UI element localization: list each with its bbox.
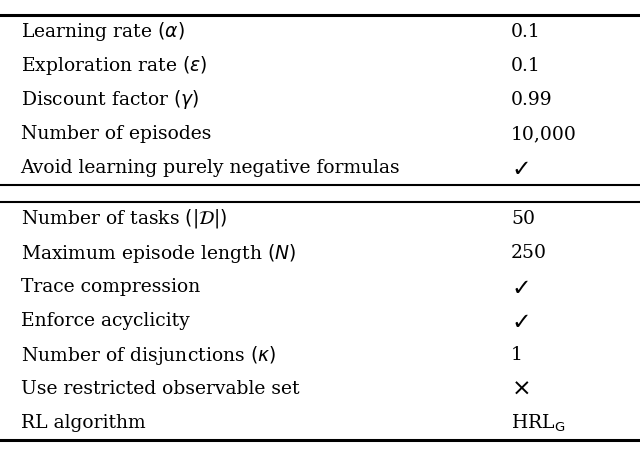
Text: $\checkmark$: $\checkmark$ — [511, 310, 529, 332]
Text: Learning rate $(\alpha)$: Learning rate $(\alpha)$ — [20, 20, 184, 44]
Text: Exploration rate $(\epsilon)$: Exploration rate $(\epsilon)$ — [20, 55, 207, 77]
Text: Discount factor $(\gamma)$: Discount factor $(\gamma)$ — [20, 88, 199, 111]
Text: Number of episodes: Number of episodes — [20, 125, 211, 143]
Text: 0.1: 0.1 — [511, 57, 541, 75]
Text: Maximum episode length $(N)$: Maximum episode length $(N)$ — [20, 242, 296, 264]
Text: Use restricted observable set: Use restricted observable set — [20, 380, 299, 398]
Text: HRL$_{\mathrm{G}}$: HRL$_{\mathrm{G}}$ — [511, 412, 565, 434]
Text: 0.1: 0.1 — [511, 23, 541, 41]
Text: Number of tasks $(|\mathcal{D}|)$: Number of tasks $(|\mathcal{D}|)$ — [20, 207, 227, 231]
Text: Number of disjunctions $(\kappa)$: Number of disjunctions $(\kappa)$ — [20, 344, 276, 367]
Text: Enforce acyclicity: Enforce acyclicity — [20, 312, 189, 330]
Text: $\checkmark$: $\checkmark$ — [511, 276, 529, 298]
Text: 50: 50 — [511, 210, 535, 228]
Text: 250: 250 — [511, 244, 547, 262]
Text: 0.99: 0.99 — [511, 91, 553, 109]
Text: 10,000: 10,000 — [511, 125, 577, 143]
Text: RL algorithm: RL algorithm — [20, 414, 145, 432]
Text: $\times$: $\times$ — [511, 378, 530, 400]
Text: Trace compression: Trace compression — [20, 278, 200, 296]
Text: $\checkmark$: $\checkmark$ — [511, 157, 529, 179]
Text: Avoid learning purely negative formulas: Avoid learning purely negative formulas — [20, 159, 400, 177]
Text: 1: 1 — [511, 346, 523, 364]
